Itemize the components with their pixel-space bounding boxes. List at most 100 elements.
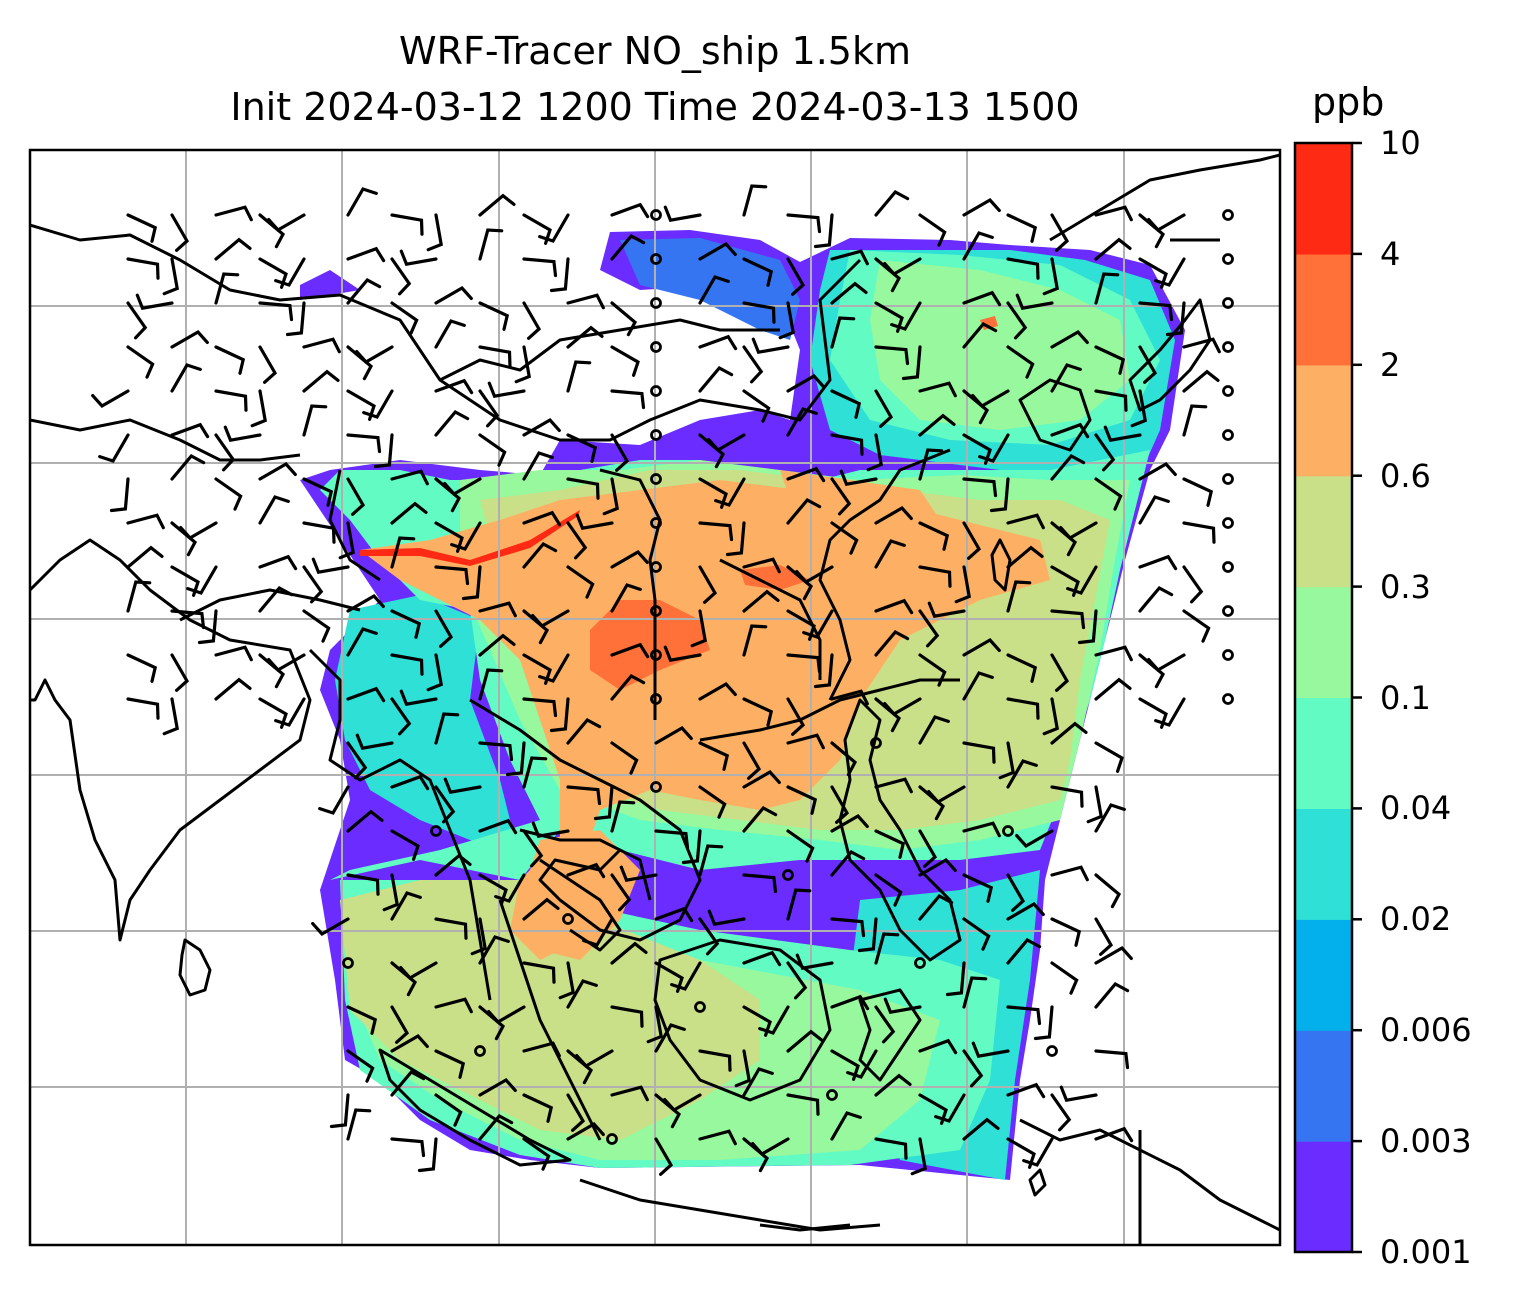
coastline-segment — [1019, 1118, 1280, 1232]
coastline-segment — [30, 538, 312, 942]
wind-barb — [830, 389, 862, 419]
wind-barb — [918, 829, 938, 868]
calm-wind-marker — [1222, 561, 1234, 573]
wind-barb — [1050, 609, 1086, 630]
wind-barb — [734, 1049, 752, 1088]
wind-barb — [126, 345, 155, 379]
wind-barb — [698, 1049, 732, 1072]
wind-barb — [698, 785, 727, 819]
wind-barb — [558, 961, 576, 1000]
calm-wind-marker — [650, 781, 662, 793]
wind-barb — [698, 1129, 737, 1146]
wind-barb — [1147, 213, 1186, 233]
wind-barb — [918, 609, 940, 648]
wind-barb — [998, 741, 1016, 780]
wind-barb — [302, 404, 328, 437]
wind-barb — [663, 645, 702, 663]
calm-wind-marker — [1002, 825, 1014, 837]
field-region-16 — [780, 470, 940, 530]
wind-barb — [126, 257, 160, 280]
wind-barb — [1094, 741, 1124, 773]
wind-barb — [962, 671, 994, 701]
wind-barb — [505, 741, 526, 777]
wind-barb — [223, 425, 262, 443]
calm-wind-marker — [650, 693, 662, 705]
wind-barb — [945, 961, 966, 997]
wind-barb — [971, 1041, 1010, 1059]
coastline-segment — [990, 538, 1012, 592]
wind-barb — [258, 213, 286, 249]
wind-barb — [434, 785, 456, 824]
wind-barb — [346, 433, 382, 454]
wind-barb — [742, 184, 768, 217]
calm-wind-marker — [1222, 385, 1234, 397]
wind-barb — [1006, 1005, 1042, 1026]
wind-barb — [390, 1033, 429, 1053]
wind-barb — [549, 697, 570, 733]
wind-barb — [399, 689, 438, 707]
calm-wind-marker — [826, 1089, 838, 1101]
wind-barb — [1094, 345, 1126, 375]
wind-barb — [962, 976, 988, 1009]
wind-barb — [575, 1049, 614, 1069]
wind-barb — [522, 257, 558, 278]
calm-wind-marker — [650, 649, 662, 661]
colorbar-tick-label: 0.04 — [1380, 789, 1452, 828]
wind-barb — [346, 1049, 375, 1083]
wind-barb — [962, 521, 982, 560]
wind-barb — [434, 409, 470, 437]
wind-barb — [830, 785, 850, 824]
wind-barb — [214, 433, 236, 472]
coastline-segment — [653, 938, 832, 1102]
gridlines — [30, 150, 1280, 1245]
wind-barb — [434, 565, 470, 586]
wind-barb — [795, 565, 834, 585]
wind-barb — [478, 1077, 517, 1097]
wind-barb — [346, 477, 366, 516]
calm-wind-marker — [914, 957, 926, 969]
wind-barb — [698, 334, 738, 351]
calm-wind-marker — [1222, 209, 1234, 221]
wind-barb — [962, 1049, 984, 1088]
wind-barb — [478, 228, 504, 261]
wind-barb — [989, 477, 1010, 513]
wind-barb — [566, 717, 602, 745]
wind-barb — [170, 329, 209, 349]
wind-barb — [434, 853, 472, 877]
wind-barb — [786, 1029, 824, 1053]
wind-barb — [522, 961, 556, 984]
wind-barb — [610, 433, 630, 472]
wind-barb — [522, 510, 562, 527]
wind-barb — [434, 1093, 463, 1127]
wind-barb — [698, 521, 734, 542]
wind-barbs — [91, 184, 1234, 1176]
wind-barb — [302, 337, 341, 354]
calm-wind-marker — [870, 737, 882, 749]
wind-barb — [971, 389, 1010, 409]
wind-barb — [1015, 293, 1054, 311]
wind-barb — [751, 337, 790, 355]
coastline-segment — [1018, 378, 1092, 452]
calm-wind-marker — [650, 473, 662, 485]
colorbar-segment — [1295, 364, 1352, 477]
wind-barb — [698, 917, 720, 956]
wind-barb — [786, 961, 808, 1000]
wind-barb — [742, 805, 778, 833]
wind-barb — [1050, 785, 1084, 808]
wind-barb — [98, 433, 130, 463]
wind-barb — [1094, 677, 1132, 701]
wind-barb — [390, 1005, 410, 1044]
wind-barb — [470, 917, 488, 956]
wind-barb — [1138, 213, 1166, 249]
wind-barb — [487, 381, 526, 399]
wind-barb — [1094, 205, 1133, 222]
wind-barb — [1094, 389, 1128, 412]
wind-barb — [522, 897, 560, 921]
wind-barb — [707, 909, 746, 927]
wind-barb — [1182, 565, 1204, 604]
wind-barb — [214, 677, 252, 701]
wind-barb — [830, 813, 869, 833]
wind-barb — [549, 257, 570, 293]
wind-barb — [1094, 433, 1116, 472]
